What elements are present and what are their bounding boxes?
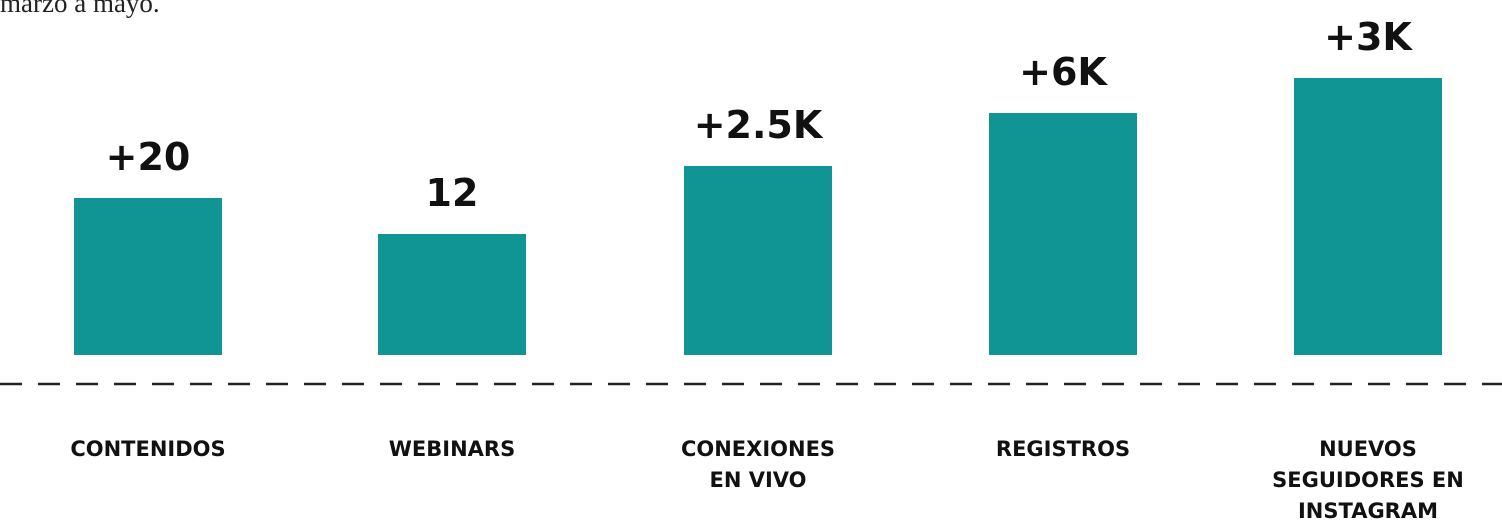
bar (74, 198, 222, 355)
value-label: 12 (426, 171, 479, 215)
category-label: INSTAGRAM (1298, 499, 1438, 523)
bar (378, 234, 526, 355)
category-label: REGISTROS (996, 437, 1130, 461)
category-label: WEBINARS (389, 437, 515, 461)
bar (989, 113, 1137, 355)
value-label: +3K (1324, 15, 1413, 59)
category-label: CONTENIDOS (70, 437, 225, 461)
value-label: +2.5K (694, 103, 824, 147)
bar (1294, 78, 1442, 355)
category-label: NUEVOS (1319, 437, 1417, 461)
category-label: SEGUIDORES EN (1272, 468, 1464, 492)
value-label: +20 (106, 135, 191, 179)
category-label: EN VIVO (709, 468, 806, 492)
category-label: CONEXIONES (681, 437, 835, 461)
value-label: +6K (1019, 50, 1108, 94)
bar (684, 166, 832, 355)
caption: marzo a mayo. (0, 0, 160, 18)
